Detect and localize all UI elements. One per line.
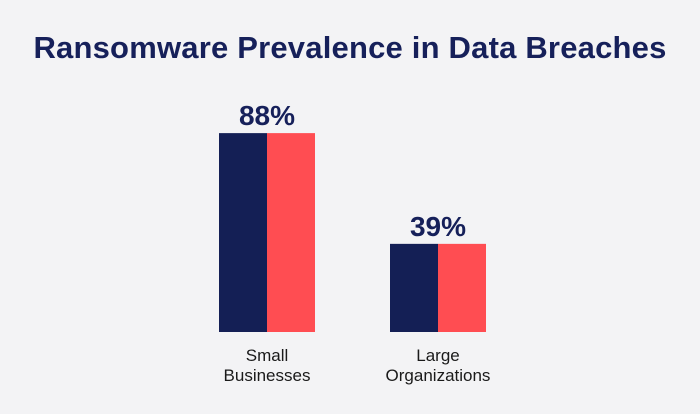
bar-right-1 (267, 133, 315, 332)
chart-title: Ransomware Prevalence in Data Breaches (33, 30, 667, 65)
value-label-1: 88% (239, 100, 295, 131)
bar-left-1 (219, 133, 267, 332)
bar-right-2 (438, 243, 486, 332)
category-label-1: Small Businesses (224, 346, 311, 385)
value-label-2: 39% (410, 211, 466, 242)
bar-left-2 (390, 243, 438, 332)
category-label-2: Large Organizations (386, 346, 491, 385)
